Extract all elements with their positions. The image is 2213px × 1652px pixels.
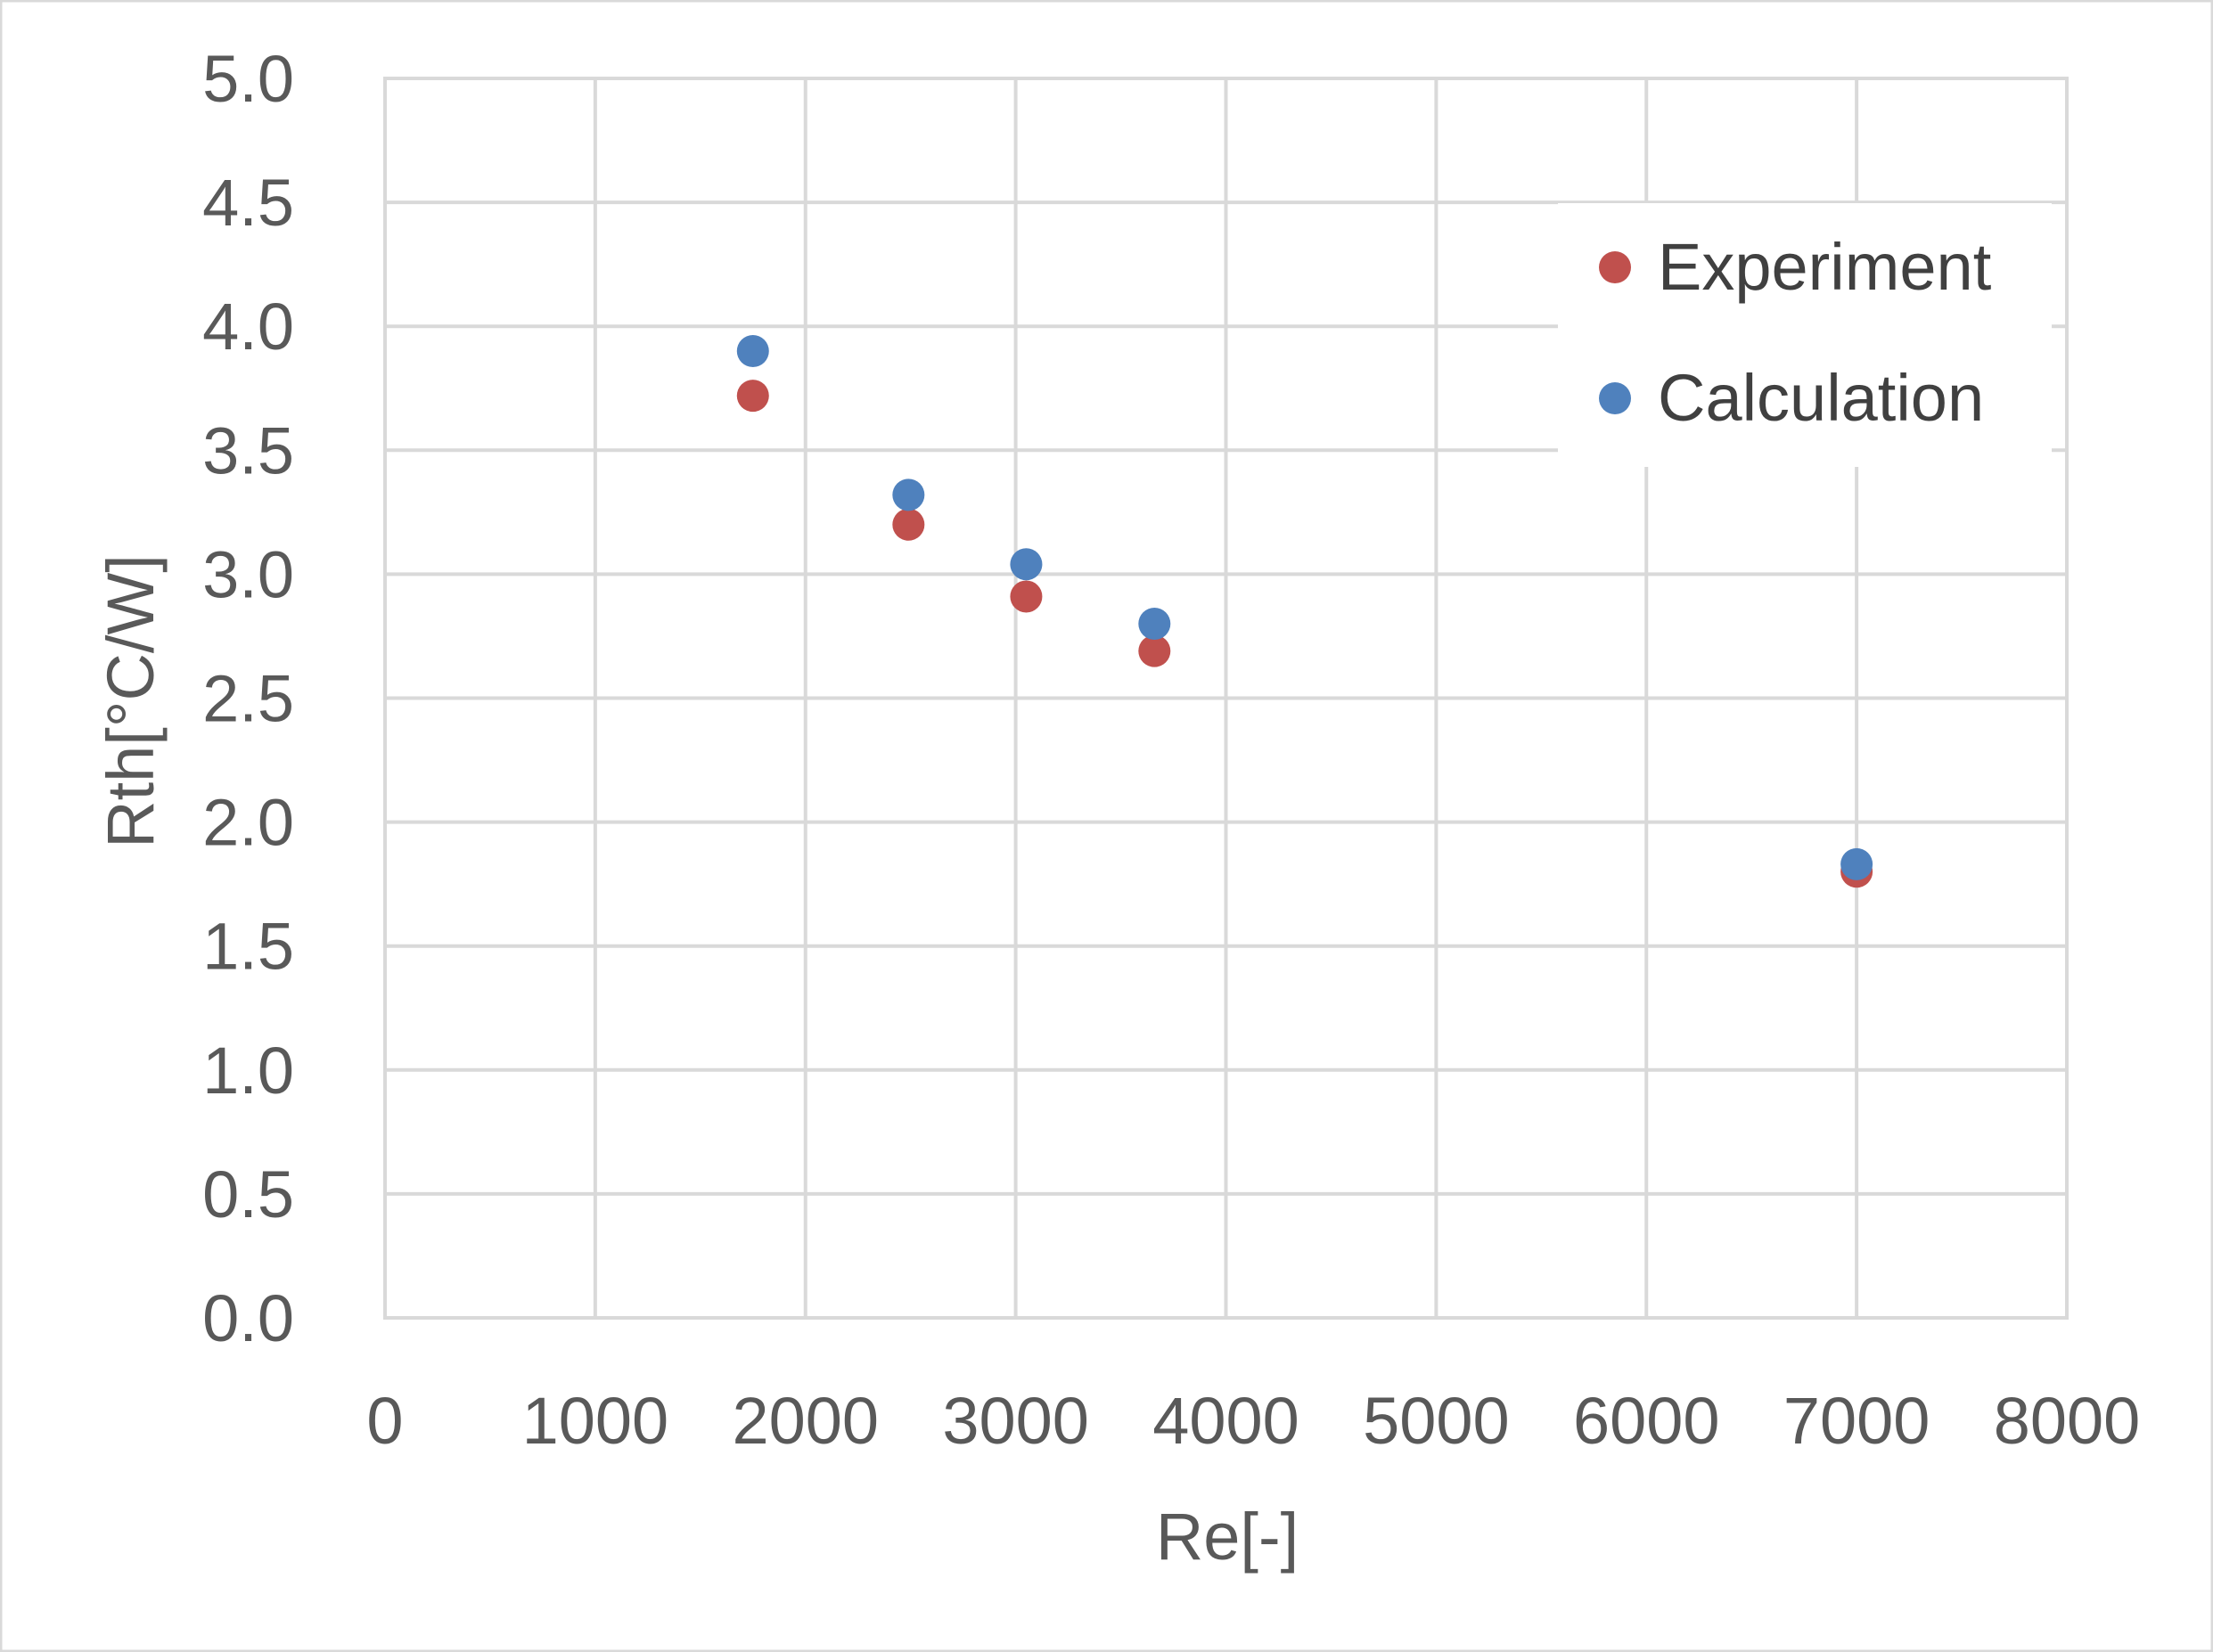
legend: Experiment Calculation: [1558, 203, 2052, 467]
data-point-calculation: [892, 478, 925, 511]
legend-box: [1558, 203, 2052, 467]
y-axis-title: Rth[°C/W]: [94, 554, 168, 848]
data-point-experiment: [1010, 580, 1043, 613]
legend-marker-experiment: [1599, 251, 1631, 283]
y-tick-labels: 0.0 0.5 1.0 1.5 2.0 2.5 3.0 3.5 4.0 4.5 5.0: [202, 42, 294, 1355]
x-tick-label: 7000: [1783, 1384, 1930, 1458]
data-point-experiment: [892, 508, 925, 541]
grid-lines: [383, 77, 2069, 1320]
y-tick-label: 0.5: [202, 1157, 294, 1231]
data-point-calculation: [1138, 608, 1171, 641]
x-tick-label: 8000: [1994, 1384, 2141, 1458]
y-tick-label: 3.5: [202, 413, 294, 487]
x-tick-label: 0: [366, 1384, 403, 1458]
y-tick-label: 3.0: [202, 537, 294, 611]
x-tick-labels: 0 1000 2000 3000 4000 5000 6000 7000 8000: [366, 1384, 2140, 1458]
y-tick-label: 4.0: [202, 290, 294, 364]
data-point-calculation: [1010, 548, 1043, 581]
data-point-experiment: [1138, 634, 1171, 667]
data-points: [736, 335, 1873, 888]
data-point-calculation: [1840, 847, 1873, 880]
y-tick-label: 2.0: [202, 786, 294, 860]
data-point-experiment: [736, 380, 769, 413]
plot-area-frame: [383, 77, 2069, 1320]
data-point-calculation: [736, 335, 769, 368]
y-tick-label: 0.0: [202, 1281, 294, 1355]
y-tick-label: 1.5: [202, 910, 294, 984]
y-tick-label: 4.5: [202, 166, 294, 240]
legend-marker-calculation: [1599, 382, 1631, 414]
x-tick-label: 6000: [1573, 1384, 1720, 1458]
x-tick-label: 1000: [522, 1384, 669, 1458]
x-tick-label: 3000: [942, 1384, 1089, 1458]
y-tick-label: 1.0: [202, 1034, 294, 1108]
y-tick-label: 5.0: [202, 42, 294, 116]
x-axis-title: Re[-]: [1156, 1500, 1299, 1574]
x-tick-label: 5000: [1363, 1384, 1510, 1458]
legend-label-calculation: Calculation: [1658, 361, 1984, 435]
x-tick-label: 4000: [1152, 1384, 1299, 1458]
x-tick-label: 2000: [732, 1384, 879, 1458]
y-tick-label: 2.5: [202, 662, 294, 736]
legend-label-experiment: Experiment: [1658, 230, 1992, 304]
